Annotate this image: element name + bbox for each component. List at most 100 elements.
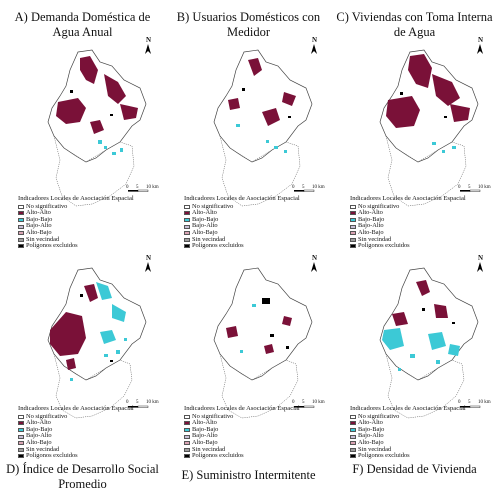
north-arrow (145, 44, 151, 54)
north-arrow (311, 44, 317, 54)
scale-label-0: 0 (126, 400, 129, 405)
swatch (184, 224, 190, 229)
legend-item-bajo-bajo: Bajo-Bajo (350, 216, 466, 224)
legend-item-bajo-alto: Bajo-Alto (18, 223, 134, 230)
scale-label-5: 5 (302, 185, 305, 190)
swatch (184, 231, 190, 236)
legend-item-no-significativo: No significativo (18, 203, 134, 211)
swatch (184, 434, 190, 439)
map-panel-a: A) Demanda Doméstica de Agua Anual N 0 5… (0, 0, 165, 249)
legend-item-poligonos-excluidos: Polígonos excluidos (350, 453, 466, 460)
legend-item-poligonos-excluidos: Polígonos excluidos (350, 243, 466, 250)
legend-item-bajo-alto: Bajo-Alto (350, 223, 466, 230)
swatch (350, 224, 356, 229)
scale-label-10: 10 km (146, 185, 159, 190)
scale-bar (128, 405, 149, 408)
legend-title: Indicadores Locales de Asociación Espaci… (350, 195, 466, 202)
map-drawing (379, 262, 483, 419)
map-panel-d: N 0 5 10 km Indicadores Locales de Asoci… (0, 242, 165, 490)
swatch (350, 244, 356, 249)
scale-bar (294, 405, 315, 408)
city-map (379, 267, 479, 419)
swatch (184, 421, 190, 426)
swatch (350, 237, 356, 242)
scale-label-10: 10 km (312, 400, 325, 405)
swatch (18, 454, 24, 459)
legend-item-no-significativo: No significativo (18, 413, 134, 421)
legend-item-bajo-bajo: Bajo-Bajo (184, 426, 300, 434)
map-drawing (213, 262, 317, 419)
legend-item-bajo-bajo: Bajo-Bajo (350, 426, 466, 434)
swatch (350, 421, 356, 426)
map-panel-f: N 0 5 10 km Indicadores Locales de Asoci… (332, 242, 497, 490)
north-label: N (312, 36, 318, 44)
swatch (18, 441, 24, 446)
legend-item-bajo-bajo: Bajo-Bajo (184, 216, 300, 224)
scale-label-0: 0 (458, 400, 461, 405)
scale-bar (460, 405, 481, 408)
north-arrow (311, 262, 317, 272)
scale-label-5: 5 (136, 185, 139, 190)
map-drawing (379, 44, 483, 207)
legend-item-alto-bajo: Alto-Bajo (184, 439, 300, 447)
north-label: N (312, 254, 318, 262)
legend-item-sin-vecindad: Sin vecindad (184, 446, 300, 454)
scale-label-5: 5 (302, 400, 305, 405)
swatch (350, 414, 356, 419)
legend: Indicadores Locales de Asociación Espaci… (18, 405, 134, 460)
legend-item-bajo-alto: Bajo-Alto (184, 433, 300, 440)
north-label: N (146, 254, 152, 262)
legend-item-sin-vecindad: Sin vecindad (18, 446, 134, 454)
scale-label-5: 5 (136, 400, 139, 405)
legend: Indicadores Locales de Asociación Espaci… (184, 405, 300, 460)
scale-label-5: 5 (468, 185, 471, 190)
legend-item-alto-alto: Alto-Alto (184, 210, 300, 217)
swatch (184, 447, 190, 452)
swatch (18, 237, 24, 242)
city-map (47, 267, 147, 419)
legend-item-sin-vecindad: Sin vecindad (350, 236, 466, 244)
map-drawing (47, 262, 151, 419)
swatch (184, 218, 190, 223)
swatch (18, 244, 24, 249)
swatch (184, 244, 190, 249)
legend-title: Indicadores Locales de Asociación Espaci… (184, 195, 300, 202)
legend-item-alto-bajo: Alto-Bajo (18, 229, 134, 237)
map-drawing (213, 44, 317, 207)
legend-title: Indicadores Locales de Asociación Espaci… (184, 405, 300, 412)
scale-label-0: 0 (292, 400, 295, 405)
swatch (18, 434, 24, 439)
swatch (18, 218, 24, 223)
swatch (350, 434, 356, 439)
scale-bar (460, 189, 481, 192)
scale-label-10: 10 km (312, 185, 325, 190)
swatch (184, 237, 190, 242)
legend-item-alto-alto: Alto-Alto (184, 420, 300, 427)
legend-item-no-significativo: No significativo (184, 203, 300, 211)
legend-item-no-significativo: No significativo (184, 413, 300, 421)
legend-item-alto-bajo: Alto-Bajo (184, 229, 300, 237)
legend-title: Indicadores Locales de Asociación Espaci… (18, 195, 134, 202)
legend: Indicadores Locales de Asociación Espaci… (184, 195, 300, 250)
north-label: N (478, 254, 484, 262)
legend-item-bajo-bajo: Bajo-Bajo (18, 216, 134, 224)
legend-item-bajo-alto: Bajo-Alto (184, 223, 300, 230)
swatch (18, 428, 24, 433)
swatch (18, 421, 24, 426)
scale-label-10: 10 km (146, 400, 159, 405)
scale-label-0: 0 (458, 185, 461, 190)
swatch (184, 441, 190, 446)
legend-item-alto-bajo: Alto-Bajo (350, 229, 466, 237)
panel-title-f: F) Densidad de Vivienda (352, 462, 477, 476)
swatch (350, 218, 356, 223)
scale-bar (294, 189, 315, 192)
swatch (18, 224, 24, 229)
map-drawing (47, 44, 151, 207)
map-panel-c: C) Viviendas con Toma Interna de Agua N … (332, 0, 497, 250)
legend-item-alto-alto: Alto-Alto (350, 210, 466, 217)
legend: Indicadores Locales de Asociación Espaci… (350, 405, 466, 460)
swatch (184, 414, 190, 419)
legend-item-poligonos-excluidos: Polígonos excluidos (18, 453, 134, 460)
north-arrow (477, 44, 483, 54)
legend-item-poligonos-excluidos: Polígonos excluidos (184, 243, 300, 250)
